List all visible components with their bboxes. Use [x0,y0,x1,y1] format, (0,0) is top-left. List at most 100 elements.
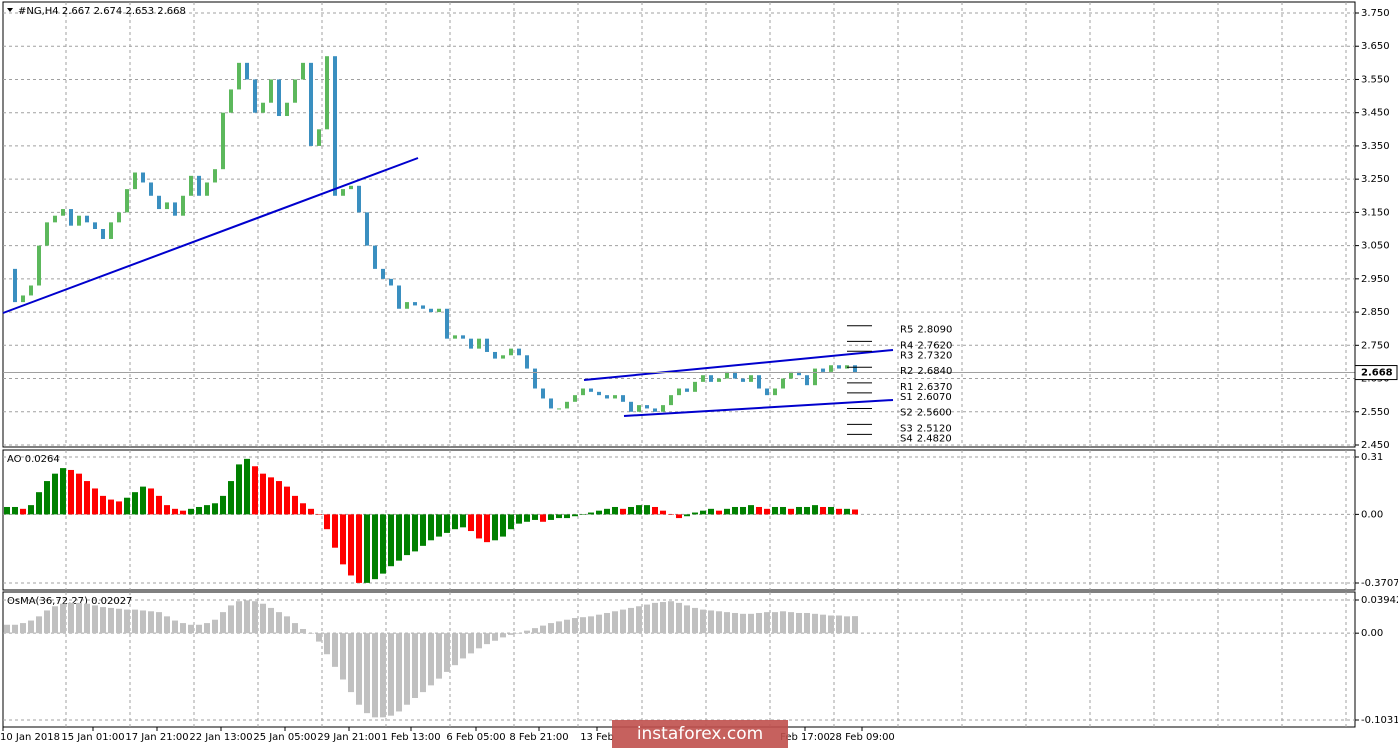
candle [533,368,537,389]
pivot-value: 2.5600 [917,407,952,418]
watermark: instaforex.com [637,724,763,744]
pivot-value: 2.7320 [917,350,952,361]
candle [221,112,225,170]
histogram-bar [300,503,306,515]
candle [93,222,97,229]
histogram-bar [156,612,162,634]
histogram-bar [852,509,858,515]
histogram-bar [324,633,330,655]
trendline [623,399,894,417]
histogram-bar [332,514,338,548]
histogram-bar [852,616,858,634]
candle [437,308,441,313]
histogram-bar [460,633,466,659]
candle [213,169,217,183]
pivot-label: R3 2.7320 [900,350,952,361]
histogram-bar [68,602,74,634]
candle [685,388,689,392]
candle [309,62,313,146]
histogram-bar [812,505,818,515]
histogram-bar [308,633,314,634]
histogram-bar [700,609,706,634]
histogram-bar [252,601,258,634]
candle [549,398,553,409]
histogram-bar [204,505,210,515]
histogram-bar [372,633,378,718]
candle [749,375,753,382]
histogram-bar [412,633,418,698]
histogram-bar [148,611,154,634]
histogram-bar [676,602,682,634]
histogram-bar [628,506,634,515]
candle [525,355,529,369]
histogram-bar [756,612,762,634]
candle [325,56,329,130]
histogram-bar [556,621,562,634]
histogram-bar [124,609,130,634]
pivot-label: S4 2.4820 [900,433,952,444]
pivot-label: S1 2.6070 [900,392,952,403]
histogram-bar [692,512,698,515]
candle [157,195,161,210]
candle [141,172,145,183]
pivot-name: R5 [900,325,913,336]
histogram-bar [140,486,146,515]
histogram-bar [788,508,794,515]
histogram-bar [260,603,266,634]
histogram-bar [292,623,298,634]
histogram-bar [524,514,530,522]
candle [269,79,273,103]
candle [709,375,713,382]
trendline [583,349,894,381]
candle [341,189,345,196]
histogram-bar [68,469,74,515]
candle [373,245,377,269]
histogram-bar [404,633,410,705]
panel-title: #NG,H4 2.667 2.674 2.653 2.668 [18,6,186,17]
x-tick-label: 13 Feb [580,732,614,743]
histogram-bar [164,616,170,634]
candle [189,175,193,196]
histogram-bar [620,508,626,515]
histogram-bar [604,612,610,634]
histogram-bar [572,618,578,634]
histogram-bar [60,468,66,515]
panel-title: AO 0.0264 [7,454,60,465]
candle [277,79,281,117]
histogram-bar [732,612,738,634]
candle [797,371,801,376]
histogram-bar [668,601,674,634]
panel-frame [2,1,1356,448]
candle [781,378,785,389]
candle [445,308,449,339]
candle [109,222,113,239]
histogram-bar [604,508,610,515]
histogram-bar [660,602,666,634]
histogram-bar [428,514,434,541]
candle [261,102,265,113]
candle [61,209,65,216]
histogram-bar [20,623,26,634]
histogram-bar [12,506,18,515]
histogram-bar [484,633,490,645]
histogram-bar [468,514,474,532]
x-tick-label: 29 Jan 21:00 [317,732,380,743]
histogram-bar [484,514,490,543]
candle [149,182,153,196]
histogram-bar [28,505,34,515]
candle [245,62,249,80]
y-tick-label: 3.150 [1361,207,1390,218]
candle [173,202,177,216]
histogram-bar [644,505,650,515]
histogram-bar [548,514,554,520]
histogram-bar [140,610,146,634]
histogram-bar [740,613,746,634]
histogram-bar [492,514,498,541]
candle [501,355,505,359]
candle [13,268,17,303]
pivot-label: S3 2.5120 [900,423,952,434]
candle [581,388,585,396]
candle [365,212,369,246]
candle [765,388,769,396]
histogram-bar [324,514,330,530]
